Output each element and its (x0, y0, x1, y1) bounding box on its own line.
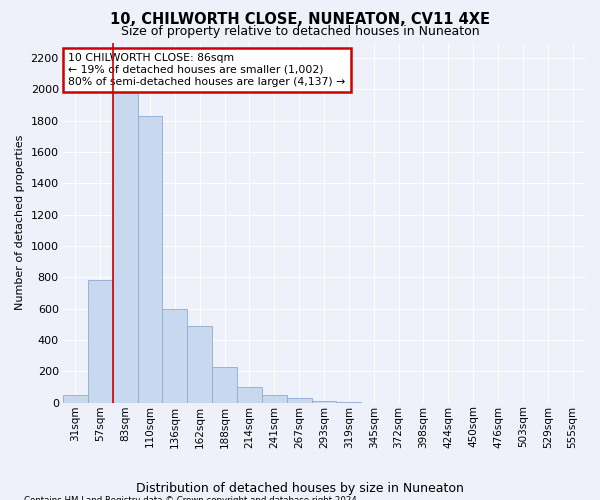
Bar (63, 395, 88, 402)
Bar (113, 82, 137, 402)
Bar (237, 387, 262, 402)
Bar (187, 326, 212, 402)
Y-axis label: Number of detached properties: Number of detached properties (15, 135, 25, 310)
Text: 10 CHILWORTH CLOSE: 86sqm
← 19% of detached houses are smaller (1,002)
80% of se: 10 CHILWORTH CLOSE: 86sqm ← 19% of detac… (68, 54, 346, 86)
Bar (88, 280, 113, 402)
Text: 10, CHILWORTH CLOSE, NUNEATON, CV11 4XE: 10, CHILWORTH CLOSE, NUNEATON, CV11 4XE (110, 12, 490, 28)
Text: Size of property relative to detached houses in Nuneaton: Size of property relative to detached ho… (121, 25, 479, 38)
Bar (287, 398, 311, 402)
Text: Distribution of detached houses by size in Nuneaton: Distribution of detached houses by size … (136, 482, 464, 495)
Bar (163, 308, 187, 402)
Bar (212, 366, 237, 402)
Bar (262, 395, 287, 402)
Text: Contains HM Land Registry data © Crown copyright and database right 2024.: Contains HM Land Registry data © Crown c… (24, 496, 359, 500)
Bar (311, 400, 337, 402)
Bar (137, 116, 163, 403)
